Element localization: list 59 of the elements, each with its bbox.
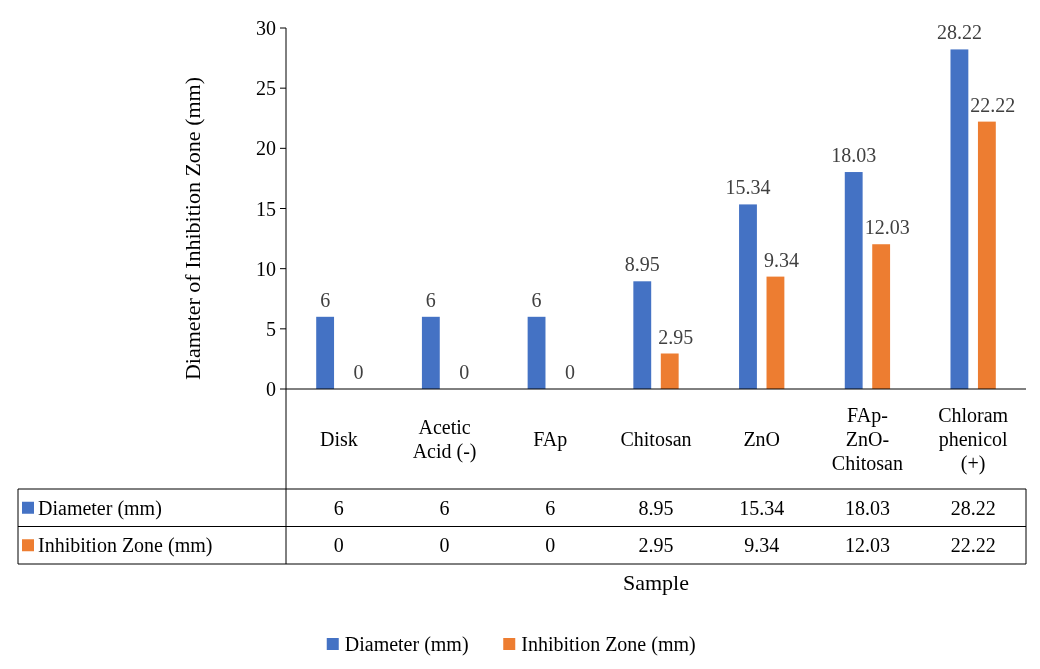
text: Diameter (mm) [344,633,469,655]
y-axis-title: Diameter of Inhibition Zone (mm) [180,76,205,381]
bar [766,276,785,389]
text: 15.34 [725,176,771,199]
data-label: 15.34 [739,496,785,519]
data-label: 6 [439,496,450,519]
data-label: 2.95 [638,534,674,557]
data-label: 6 [545,496,556,519]
text: 2.95 [658,325,694,348]
x-axis-title: Sample [623,570,689,595]
data-label: 22.22 [950,534,996,557]
y-tick-label: 10 [256,257,276,280]
y-tick-label: 30 [256,17,276,39]
text: Inhibition Zone (mm) [38,534,213,557]
text: 0 [353,361,364,383]
x-tick-label: Disk [319,428,358,450]
data-label: 0 [439,534,450,557]
x-tick-label: Chloramphenicol (+) [938,404,1009,475]
data-label: 8.95 [638,496,674,519]
bar [316,316,335,389]
text: 0 [565,361,576,383]
bar [872,244,891,389]
text: 8.95 [624,253,660,276]
legend-label: Inhibition Zone (mm) [521,633,696,656]
bar [633,281,652,389]
y-tick-label: 15 [256,197,276,220]
text: 6 [531,288,542,311]
text: 28.22 [936,21,982,44]
y-tick-label: 20 [256,137,276,160]
bar [977,121,996,389]
text: 12.03 [864,216,910,239]
text: 22.22 [970,93,1016,116]
text: 0 [459,361,470,383]
data-label: 18.03 [844,496,890,519]
data-label: 0 [333,534,344,557]
y-tick-label: 0 [266,378,276,400]
bar [527,316,546,389]
bar [844,172,863,389]
data-label: 12.03 [844,534,890,557]
bar [950,49,969,389]
data-label: 9.34 [744,534,780,557]
text: 9.34 [763,248,799,271]
y-tick-label: 25 [256,77,276,100]
x-tick-label: FAp-ZnO-Chitosan [831,404,903,474]
bar [739,204,757,389]
text: 6 [320,288,331,311]
data-label: 6 [333,496,344,519]
y-tick-label: 5 [266,317,276,340]
bar [421,316,440,389]
x-tick-label: ZnO [743,428,781,450]
data-label: 0 [545,534,556,557]
data-label: 28.22 [950,496,996,519]
legend-label: Diameter (mm) [38,496,162,520]
x-tick-label: FAp [533,428,568,451]
x-tick-label: Acetic Acid (-) [412,416,477,463]
bar [660,353,679,389]
text: 6 [425,288,436,311]
text: 18.03 [831,144,877,167]
x-tick-label: Chitosan [620,428,692,450]
